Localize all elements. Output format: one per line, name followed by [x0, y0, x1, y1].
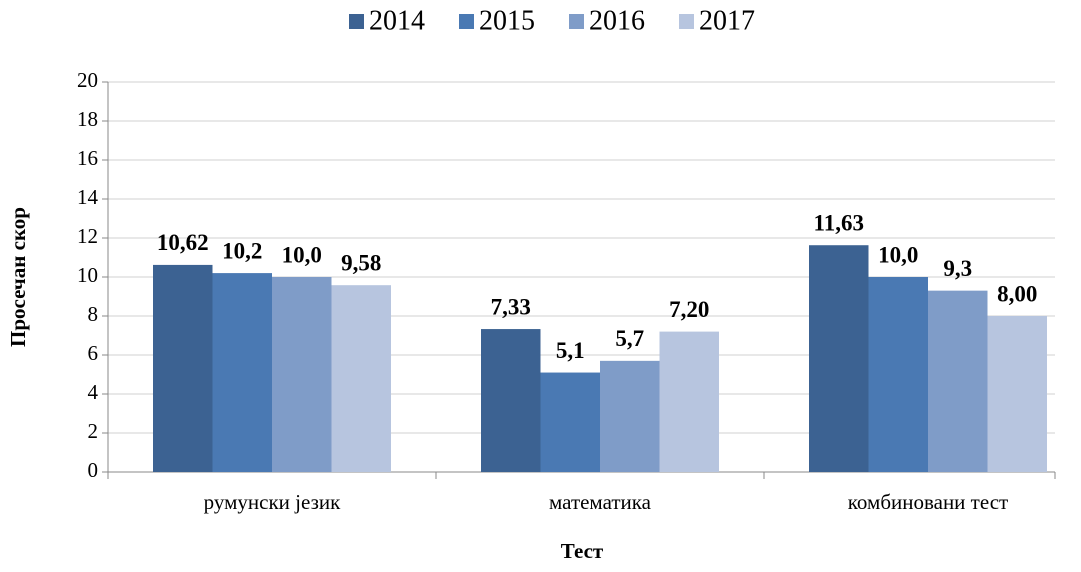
y-tick-label: 14 — [77, 185, 99, 209]
bar — [153, 264, 213, 472]
legend-swatch — [349, 14, 364, 29]
value-label: 10,0 — [878, 242, 918, 267]
y-tick-label: 8 — [88, 302, 99, 326]
value-label: 11,63 — [814, 210, 864, 235]
bar — [331, 285, 391, 472]
bar — [212, 273, 272, 472]
bar — [481, 329, 541, 472]
x-axis-title: Тест — [561, 539, 604, 563]
y-tick-label: 10 — [77, 263, 98, 287]
y-tick-label: 6 — [88, 341, 99, 365]
legend-label: 2014 — [369, 5, 425, 36]
y-tick-label: 2 — [88, 419, 99, 443]
y-tick-label: 0 — [88, 458, 99, 482]
y-tick-label: 16 — [77, 146, 98, 170]
legend-label: 2016 — [589, 5, 645, 36]
value-label: 10,62 — [157, 230, 209, 255]
y-tick-label: 12 — [77, 224, 98, 248]
value-label: 9,58 — [341, 250, 381, 275]
value-label: 5,1 — [556, 338, 585, 363]
value-label: 10,0 — [282, 242, 322, 267]
y-axis-title: Просечан скор — [6, 207, 30, 347]
value-label: 9,3 — [943, 256, 972, 281]
bar — [540, 372, 600, 472]
legend-swatch — [569, 14, 584, 29]
y-tick-label: 20 — [77, 68, 98, 92]
x-tick-label: румунски језик — [204, 490, 341, 514]
legend-swatch — [459, 14, 474, 29]
value-label: 8,00 — [997, 281, 1037, 306]
x-tick-label: математика — [549, 490, 652, 514]
value-label: 7,20 — [669, 297, 709, 322]
value-label: 10,2 — [222, 238, 262, 263]
x-tick-label: комбиновани тест — [848, 490, 1008, 514]
legend-swatch — [679, 14, 694, 29]
bar — [600, 360, 660, 472]
bar — [272, 277, 332, 472]
bar — [659, 331, 719, 472]
bar — [928, 290, 988, 472]
legend-label: 2015 — [479, 5, 535, 36]
bar — [868, 277, 928, 472]
legend-label: 2017 — [699, 5, 755, 36]
bar — [809, 245, 869, 472]
value-label: 5,7 — [615, 326, 644, 351]
y-tick-label: 4 — [88, 380, 99, 404]
value-label: 7,33 — [491, 294, 531, 319]
bar — [987, 316, 1047, 472]
y-tick-label: 18 — [77, 107, 98, 131]
